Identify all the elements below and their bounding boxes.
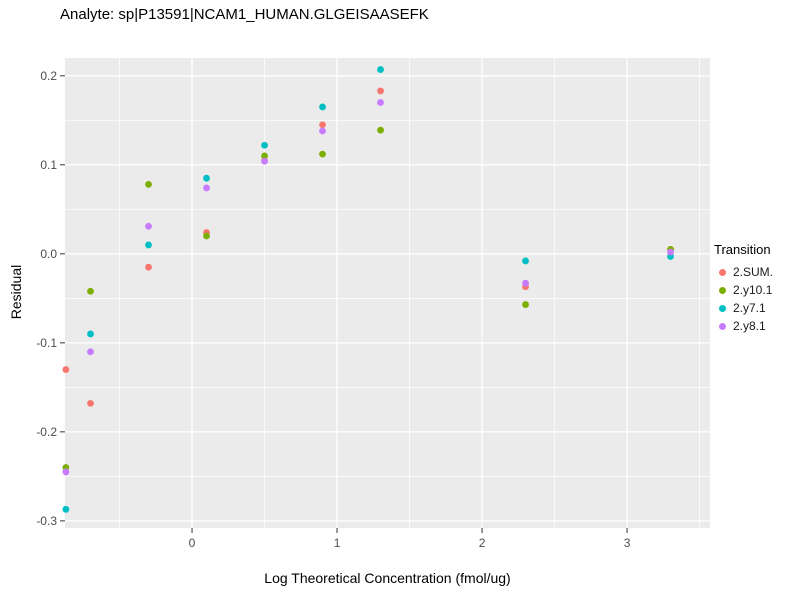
data-point <box>62 505 70 513</box>
y-axis-tick-label: -0.2 <box>36 425 57 439</box>
data-point <box>145 263 152 271</box>
legend-item: 2.y7.1 <box>714 299 773 317</box>
data-point <box>203 184 210 192</box>
legend-item-label: 2.SUM. <box>733 265 774 279</box>
y-axis-tick-label: 0.0 <box>40 247 57 261</box>
data-point <box>377 126 384 134</box>
y-axis-title: Residual <box>8 264 24 320</box>
x-axis-tick-label: 3 <box>624 536 631 550</box>
data-point <box>87 348 94 356</box>
x-axis-tick-label: 0 <box>189 536 196 550</box>
legend: Transition 2.SUM. 2.y10.1 2.y7.1 2.y8.1 <box>714 242 773 335</box>
data-point <box>87 287 94 295</box>
x-axis-tick-label: 2 <box>479 536 486 550</box>
data-point <box>319 150 326 158</box>
data-point <box>377 99 384 106</box>
data-point <box>522 279 529 287</box>
data-point <box>319 127 326 135</box>
chart-title: Analyte: sp|P13591|NCAM1_HUMAN.GLGEISAAS… <box>60 6 429 23</box>
data-point <box>377 66 384 73</box>
data-point <box>261 157 268 165</box>
y-axis-tick-label: 0.1 <box>40 158 57 172</box>
plot-panel <box>65 58 710 528</box>
legend-key-dot <box>719 322 726 330</box>
legend-item: 2.y8.1 <box>714 317 773 335</box>
data-point <box>667 248 674 256</box>
x-axis-title: Log Theoretical Concentration (fmol/ug) <box>264 570 511 586</box>
data-point <box>203 232 210 240</box>
data-point <box>145 181 152 188</box>
y-axis-tick-label: 0.2 <box>40 69 57 83</box>
data-point <box>203 174 210 182</box>
legend-key-dot <box>719 304 726 312</box>
data-point <box>319 121 326 129</box>
legend-item: 2.SUM. <box>714 263 773 281</box>
legend-item-label: 2.y8.1 <box>733 319 766 333</box>
data-point <box>319 103 326 111</box>
legend-items: 2.SUM. 2.y10.1 2.y7.1 2.y8.1 <box>714 263 773 335</box>
data-point <box>87 330 94 338</box>
legend-title: Transition <box>714 242 771 257</box>
y-axis-tick-label: -0.3 <box>36 514 57 528</box>
data-point <box>522 257 529 265</box>
legend-key-dot <box>719 286 726 294</box>
data-point <box>261 152 268 160</box>
data-point <box>377 87 384 95</box>
data-point <box>522 301 529 308</box>
data-point <box>145 241 152 249</box>
legend-item-label: 2.y7.1 <box>733 301 766 315</box>
data-point <box>145 222 152 230</box>
data-point <box>261 141 268 149</box>
legend-item-label: 2.y10.1 <box>733 283 773 297</box>
data-point <box>62 468 70 476</box>
legend-key-dot <box>719 268 726 276</box>
legend-item: 2.y10.1 <box>714 281 773 299</box>
data-point <box>62 366 70 373</box>
y-axis-tick-label: -0.1 <box>36 336 57 350</box>
data-point <box>87 399 94 407</box>
x-axis-tick-label: 1 <box>334 536 341 550</box>
